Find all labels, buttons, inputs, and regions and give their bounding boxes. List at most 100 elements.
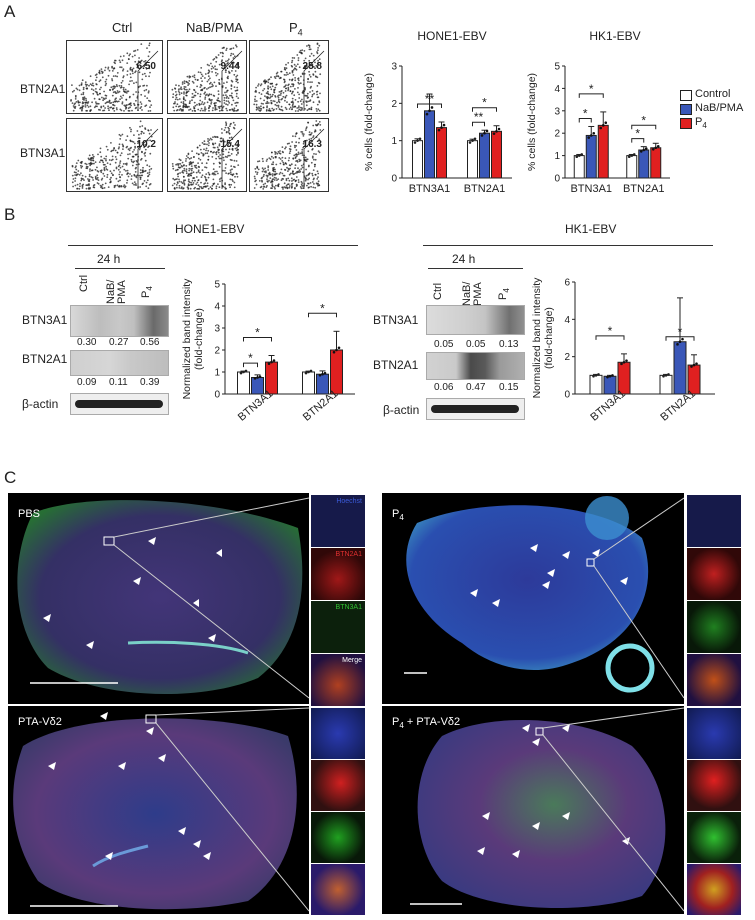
data-point [267, 362, 271, 365]
data-point [681, 337, 684, 341]
data-point [662, 374, 665, 378]
inset-label: BTN2A1 [335, 551, 362, 558]
data-point [483, 131, 486, 135]
data-point [601, 124, 605, 127]
data-point [418, 137, 422, 141]
flow-header-p4: P4 [289, 20, 303, 38]
data-point [270, 360, 273, 364]
tissue-label: PTA-Vδ2 [18, 716, 62, 728]
chart-title: HONE1-EBV [417, 29, 486, 43]
chart-hone1-flow: HONE1-EBV % cells (fold-change) 0 1 2 3 BTN3A1… [363, 29, 512, 195]
data-point [416, 139, 419, 142]
time-label: 24 h [97, 252, 121, 266]
western-blot-btn3a1 [426, 305, 525, 335]
y-tick-label: 2 [564, 352, 570, 363]
western-blot-actin [426, 398, 525, 420]
data-point [695, 362, 698, 365]
tissue-section [410, 707, 684, 912]
inset-label: Hoechst [336, 498, 362, 505]
inset-btn2a1 [686, 759, 742, 812]
western-title: HK1-EBV [565, 222, 617, 236]
flow-scatter [70, 42, 159, 112]
significance-bracket [578, 117, 592, 123]
inset-merge [686, 863, 742, 916]
lane-label: Ctrl [78, 274, 90, 292]
y-tick-label: 0 [214, 390, 220, 401]
band-label: BTN2A1 [22, 352, 68, 366]
data-point [480, 134, 484, 137]
significance-label: * [320, 301, 325, 315]
data-point [256, 376, 259, 379]
data-point [440, 126, 443, 129]
lane-label: P4 [497, 288, 512, 300]
flow-scatter [71, 120, 159, 190]
significance-label: * [641, 113, 646, 127]
band-label: β-actin [22, 397, 59, 411]
flow-header-ctrl: Ctrl [112, 20, 133, 35]
bar [316, 373, 329, 395]
bar [436, 127, 447, 179]
tissue-image-p4-pta: P4 + PTA-Vδ2 [382, 706, 684, 914]
data-point [258, 375, 262, 378]
data-point [627, 155, 631, 159]
lane-label: NaB/PMA [105, 279, 128, 304]
band-label: BTN3A1 [22, 313, 68, 327]
y-tick-label: 0 [554, 174, 560, 185]
data-point [651, 147, 655, 151]
western-blot-btn3a1 [70, 305, 169, 337]
significance-bracket [631, 124, 657, 130]
inset-hoechst [686, 707, 742, 760]
flow-row-label: BTN3A1 [20, 146, 66, 160]
y-tick-label: 5 [554, 62, 560, 73]
significance-bracket [472, 121, 485, 127]
inset-hoechst [686, 494, 742, 548]
significance-bracket [631, 138, 645, 143]
data-point [428, 109, 431, 113]
flow-percentage: 25.8 [302, 61, 322, 72]
y-axis-label: Normalized band intensity(fold-change) [181, 278, 205, 400]
x-tick-label: BTN2A1 [623, 183, 665, 195]
inset-hoechst: Hoechst [310, 494, 366, 548]
data-point [495, 130, 498, 133]
western-blot-actin [70, 393, 169, 415]
tissue-section [404, 496, 684, 699]
flow-plot: 16.3 [249, 118, 329, 192]
bar [585, 134, 597, 179]
data-point [473, 137, 477, 141]
significance-bracket [472, 107, 497, 112]
y-tick-label: 2 [554, 129, 560, 140]
western-blot-btn2a1 [70, 350, 169, 376]
western-title: HONE1-EBV [175, 222, 245, 236]
bar [659, 374, 673, 395]
y-tick-label: 4 [214, 302, 220, 313]
inset-btn3a1: BTN3A1 [310, 600, 366, 654]
data-point [608, 374, 612, 378]
band-label: β-actin [383, 403, 420, 417]
data-point [425, 112, 429, 116]
data-point [611, 374, 614, 377]
x-tick-label: BTN3A1 [570, 183, 612, 195]
y-tick-label: 0 [564, 390, 570, 401]
band-value: 0.05 [466, 339, 486, 350]
flow-percentage: 9.44 [220, 61, 240, 72]
tissue-image-p4: P4 [382, 493, 684, 704]
bar [424, 110, 435, 179]
flow-percentage: 10.2 [136, 139, 156, 150]
tissue-label: P4 [392, 508, 404, 523]
data-point [575, 155, 579, 159]
bar [302, 371, 315, 395]
band-value: 0.09 [77, 377, 97, 388]
significance-bracket [308, 312, 337, 318]
flow-plot: 6.50 [66, 40, 163, 114]
y-axis-label: % cells (fold-change) [526, 73, 538, 171]
y-tick-label: 1 [554, 151, 560, 162]
data-point [594, 374, 598, 377]
band-value: 0.30 [77, 337, 97, 348]
data-point [667, 373, 670, 376]
inset-merge [310, 863, 366, 916]
significance-label: * [248, 351, 253, 365]
flow-scatter [253, 120, 325, 190]
data-point [309, 369, 313, 373]
data-point [497, 127, 501, 131]
data-point [321, 372, 324, 376]
